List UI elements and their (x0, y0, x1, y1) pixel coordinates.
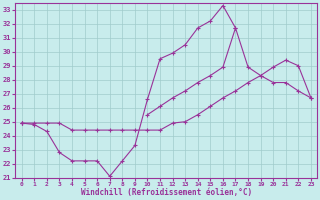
X-axis label: Windchill (Refroidissement éolien,°C): Windchill (Refroidissement éolien,°C) (81, 188, 252, 197)
